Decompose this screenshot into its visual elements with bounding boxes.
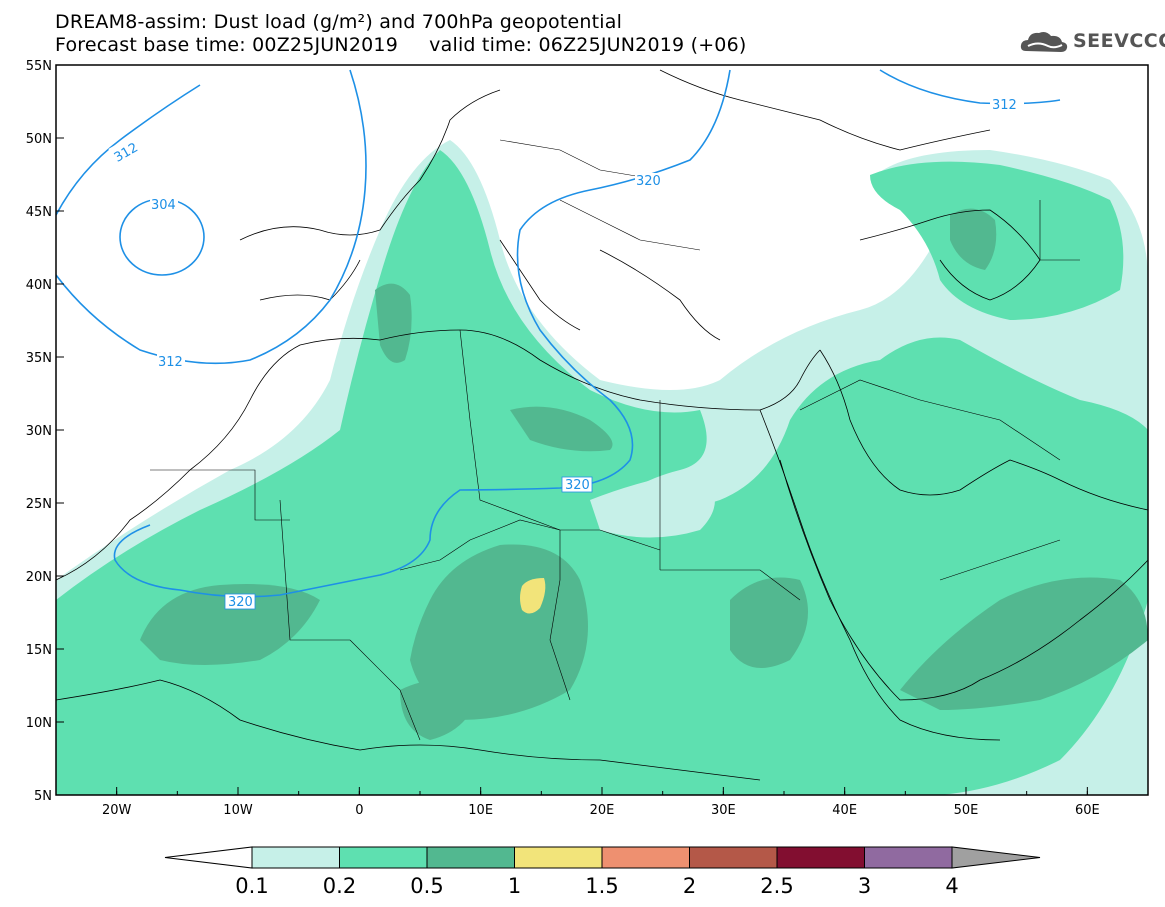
- colorbar-label: 2: [683, 874, 696, 898]
- lon-tick-label: 60E: [1075, 803, 1100, 818]
- contour-312-west: [56, 84, 201, 216]
- dust-map: 312 304 312 320 312 320 320 55N 50N 45N 40N…: [26, 59, 1149, 818]
- seevccc-logo: SEEVCCC: [1018, 27, 1165, 57]
- colorbar-labels: 0.1 0.2 0.5 1 1.5 2 2.5 3 4: [235, 874, 958, 898]
- dust-free-area-egypt: [590, 470, 715, 538]
- colorbar-label: 2.5: [760, 874, 793, 898]
- colorbar-above-arrow: [951, 846, 1041, 869]
- colorbar-label: 3: [858, 874, 871, 898]
- lat-tick-label: 45N: [26, 205, 52, 220]
- longitude-axis: 20W 10W 0 10E 20E 30E 40E 50E 60E: [55, 787, 1149, 818]
- lon-tick-label: 30E: [711, 803, 736, 818]
- dust-level-0-5-sudan: [730, 577, 808, 668]
- lon-tick-label: 10E: [468, 803, 493, 818]
- coastlines: [56, 69, 1148, 781]
- colorbar-label: 1.5: [585, 874, 618, 898]
- lat-tick-label: 50N: [26, 132, 52, 147]
- colorbar-swatch: [514, 846, 603, 869]
- dust-level-0-5-arabia: [900, 577, 1148, 710]
- lon-tick-label: 20W: [102, 803, 132, 818]
- lon-tick-label: 50E: [954, 803, 979, 818]
- dust-level-1: [520, 578, 546, 614]
- colorbar-swatch: [251, 846, 340, 869]
- lat-tick-label: 55N: [26, 59, 52, 74]
- colorbar-label: 0.1: [235, 874, 268, 898]
- dust-level-0-5-caspian: [950, 208, 997, 270]
- colorbar-label: 0.5: [410, 874, 443, 898]
- latitude-axis: 55N 50N 45N 40N 35N 30N 25N 20N 15N 10N 5N: [26, 59, 64, 804]
- colorbar-swatch: [339, 846, 428, 869]
- lat-tick-label: 10N: [26, 716, 52, 731]
- contour-labels: 312 304 312 320 312 320 320: [108, 97, 1024, 610]
- lat-tick-label: 35N: [26, 351, 52, 366]
- dust-level-0-2-caspian: [870, 161, 1124, 320]
- country-borders: [150, 139, 1080, 741]
- dust-level-0-5-libya: [510, 406, 613, 452]
- colorbar-swatch: [776, 846, 865, 869]
- logo-text: SEEVCCC: [1073, 30, 1165, 52]
- dust-level-0-5-sahel: [140, 584, 320, 665]
- lon-tick-label: 20E: [590, 803, 615, 818]
- contour-label-312-east: 312: [992, 98, 1017, 113]
- colorbar-swatches: [164, 846, 1041, 869]
- chart-title: DREAM8-assim: Dust load (g/m²) and 700hP…: [55, 11, 623, 33]
- dust-level-0-5-west: [400, 680, 480, 740]
- contour-label-304: 304: [151, 198, 176, 213]
- lat-tick-label: 40N: [26, 278, 52, 293]
- colorbar-swatch: [601, 846, 690, 869]
- contour-label-320-west: 320: [228, 595, 253, 610]
- colorbar-swatch: [689, 846, 778, 869]
- contour-312-south: [56, 69, 367, 365]
- lon-tick-label: 0: [355, 803, 363, 818]
- lon-tick-label: 10W: [223, 803, 253, 818]
- forecast-time-subtitle: Forecast base time: 00Z25JUN2019 valid t…: [55, 34, 747, 56]
- colorbar-swatch: [426, 846, 515, 869]
- lon-tick-label: 40E: [832, 803, 857, 818]
- dust-level-0-5-algeria: [375, 283, 412, 363]
- contour-312-east: [879, 69, 1061, 105]
- dust-fields: [56, 140, 1148, 795]
- lat-tick-label: 30N: [26, 424, 52, 439]
- colorbar-label: 1: [508, 874, 521, 898]
- colorbar-below-arrow: [164, 846, 253, 869]
- lat-tick-label: 15N: [26, 643, 52, 658]
- contour-label-320-middle: 320: [565, 478, 590, 493]
- lat-tick-label: 5N: [34, 789, 52, 804]
- lat-tick-label: 25N: [26, 497, 52, 512]
- dust-level-0-2: [56, 150, 1148, 795]
- cloud-logo-icon: [1020, 32, 1068, 52]
- colorbar-label: 4: [945, 874, 958, 898]
- colorbar-swatch: [864, 846, 953, 869]
- contour-label-312-south: 312: [158, 355, 183, 370]
- lat-tick-label: 20N: [26, 570, 52, 585]
- contour-label-320-north: 320: [636, 174, 661, 189]
- colorbar-label: 0.2: [323, 874, 356, 898]
